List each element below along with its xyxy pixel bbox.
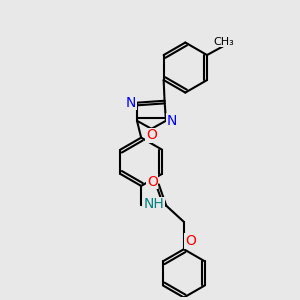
- Text: O: O: [147, 175, 158, 188]
- Text: O: O: [146, 128, 157, 142]
- Text: CH₃: CH₃: [213, 37, 234, 47]
- Text: O: O: [185, 234, 196, 248]
- Text: N: N: [167, 114, 177, 128]
- Text: NH: NH: [143, 197, 164, 212]
- Text: N: N: [126, 96, 136, 110]
